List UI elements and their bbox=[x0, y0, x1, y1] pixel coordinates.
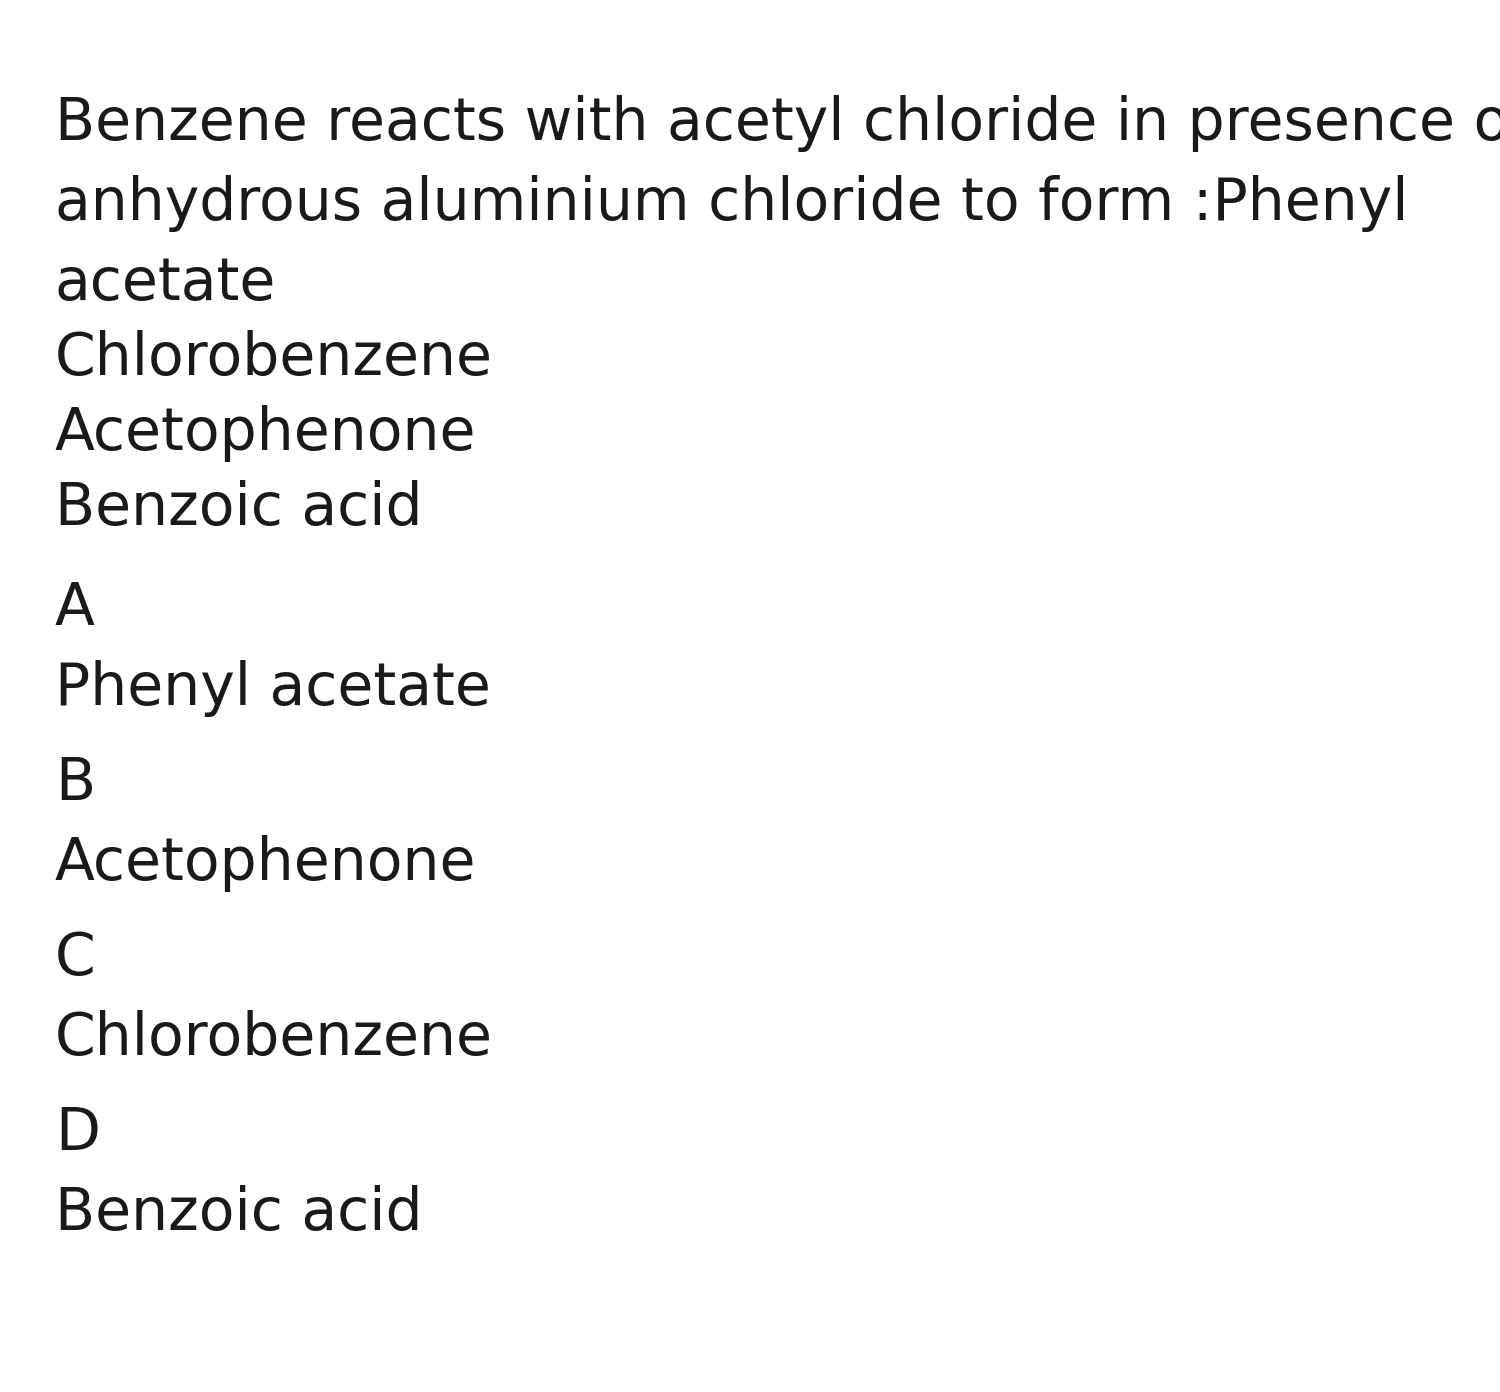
Text: acetate: acetate bbox=[56, 255, 276, 312]
Text: Acetophenone: Acetophenone bbox=[56, 405, 477, 462]
Text: Phenyl acetate: Phenyl acetate bbox=[56, 660, 491, 717]
Text: A: A bbox=[56, 580, 94, 638]
Text: Benzoic acid: Benzoic acid bbox=[56, 480, 423, 537]
Text: Acetophenone: Acetophenone bbox=[56, 835, 477, 892]
Text: C: C bbox=[56, 930, 96, 987]
Text: Benzoic acid: Benzoic acid bbox=[56, 1185, 423, 1242]
Text: Chlorobenzene: Chlorobenzene bbox=[56, 1011, 494, 1068]
Text: anhydrous aluminium chloride to form :Phenyl: anhydrous aluminium chloride to form :Ph… bbox=[56, 175, 1408, 232]
Text: D: D bbox=[56, 1105, 100, 1162]
Text: Benzene reacts with acetyl chloride in presence of: Benzene reacts with acetyl chloride in p… bbox=[56, 95, 1500, 152]
Text: B: B bbox=[56, 754, 94, 812]
Text: Chlorobenzene: Chlorobenzene bbox=[56, 330, 494, 387]
